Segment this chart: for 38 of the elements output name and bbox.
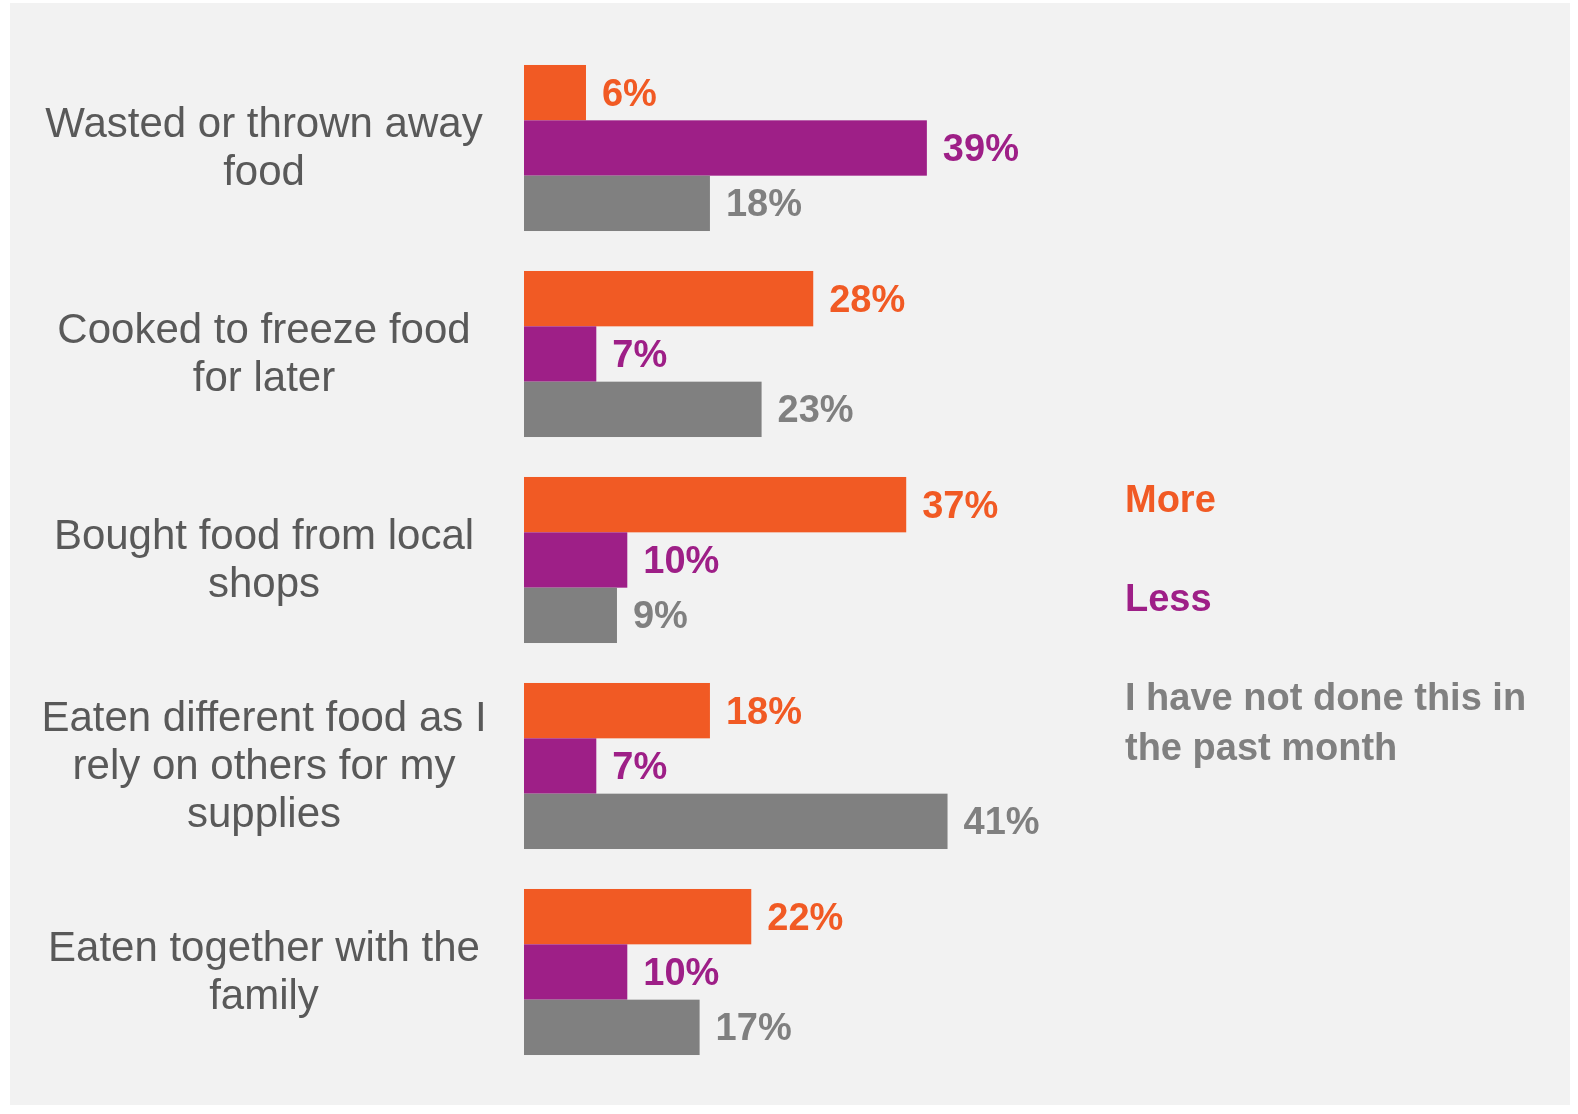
bar xyxy=(524,381,762,438)
bar xyxy=(524,682,710,739)
y-tick-label: Wasted or thrown away food xyxy=(45,99,483,194)
data-label: 7% xyxy=(612,333,668,375)
y-tick-label: Cooked to freeze food for later xyxy=(57,305,471,400)
bar xyxy=(524,532,628,588)
bar xyxy=(524,476,907,533)
bar xyxy=(524,175,710,232)
data-label: 18% xyxy=(725,182,802,225)
data-label: 10% xyxy=(643,951,720,993)
data-label: 18% xyxy=(725,689,802,732)
text: Less xyxy=(1125,577,1212,619)
data-label: 23% xyxy=(777,388,854,431)
y-tick-label: Eaten different food as I rely on others for my supplies xyxy=(41,693,487,836)
bar xyxy=(524,944,628,1000)
bar xyxy=(524,587,617,644)
bar xyxy=(524,326,597,382)
data-label: 9% xyxy=(632,594,688,637)
bar xyxy=(524,120,927,176)
bar xyxy=(524,64,586,121)
data-label: 39% xyxy=(942,127,1019,169)
bar xyxy=(524,888,752,945)
bar xyxy=(524,999,700,1056)
data-label: 41% xyxy=(963,800,1040,843)
data-label: 17% xyxy=(715,1006,792,1049)
y-tick-label: Eaten together with the family xyxy=(48,923,480,1018)
data-label: 37% xyxy=(922,483,999,526)
data-label: 7% xyxy=(612,745,668,787)
text: I have not done this in the past month xyxy=(1125,676,1527,768)
data-label: 28% xyxy=(829,277,906,320)
text: More xyxy=(1125,478,1216,520)
y-tick-label: Bought food from local shops xyxy=(53,511,475,606)
bar xyxy=(524,738,597,794)
data-label: 22% xyxy=(767,895,844,938)
data-label: 10% xyxy=(643,539,720,581)
bar xyxy=(524,793,948,850)
data-label: 6% xyxy=(601,71,657,114)
bar xyxy=(524,270,814,327)
